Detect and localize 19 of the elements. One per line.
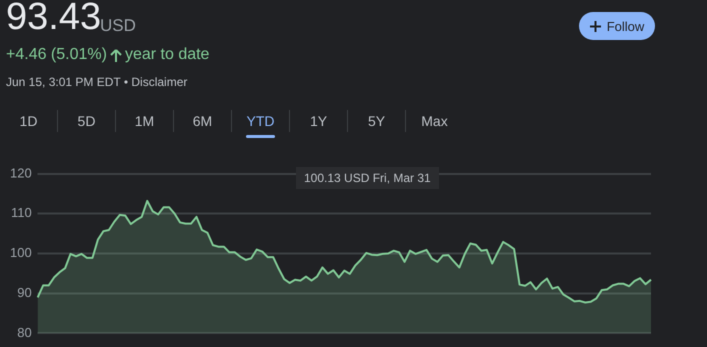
- text: Max: [420, 112, 449, 131]
- text: 1Y: [290, 110, 348, 132]
- text: 5D: [58, 110, 116, 132]
- text: USD: [100, 16, 136, 36]
- y-tick-label: 120: [10, 165, 32, 180]
- chart-title: 93.43: [6, 0, 102, 39]
- text: 5Y: [348, 110, 406, 132]
- y-tick-label: 90: [17, 284, 32, 300]
- text: 1M: [116, 110, 174, 132]
- chart-subtitle: +4.46 (5.01%) year to date: [6, 46, 210, 64]
- y-tick-label: 110: [10, 205, 32, 220]
- text: 6M: [174, 110, 232, 132]
- y-tick-label: 80: [17, 324, 32, 340]
- text: Follow: [606, 18, 644, 34]
- text: YTD: [232, 110, 290, 132]
- annotation: 100.13 USD Fri, Mar 31: [296, 167, 439, 189]
- text: Jun 15, 3:01 PM EDT • Disclaimer: [6, 75, 188, 89]
- text: 1D: [0, 110, 58, 132]
- y-tick-label: 100: [10, 245, 32, 260]
